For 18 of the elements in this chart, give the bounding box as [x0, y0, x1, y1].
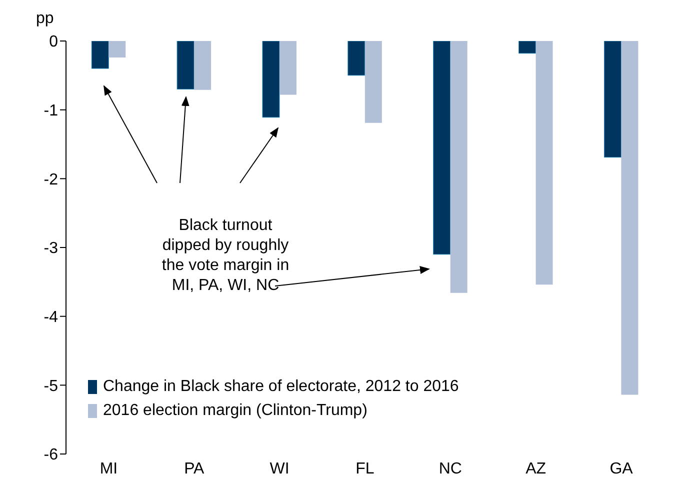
- y-tick-label: -2: [44, 171, 58, 188]
- x-tick-label: AZ: [526, 460, 546, 478]
- y-tick-label: -5: [44, 378, 58, 395]
- y-tick-label: -4: [44, 309, 58, 326]
- y-tick-label: -1: [44, 102, 58, 120]
- x-tick-label: MI: [100, 460, 118, 478]
- y-tick-label: -6: [44, 446, 58, 464]
- x-tick-label: FL: [356, 460, 374, 478]
- x-tick-label: NC: [438, 460, 462, 478]
- legend-label: Change in Black share of electorate, 2012 to 2016: [103, 378, 459, 396]
- x-tick-label: WI: [270, 460, 290, 478]
- annotation: Black turnout dipped by roughly the vote margin in MI, PA, WI, NC: [160, 216, 290, 296]
- y-tick-label: 0: [49, 34, 58, 51]
- x-tick-label: PA: [184, 460, 205, 478]
- x-tick-label: GA: [610, 460, 634, 478]
- y-axis-title: pp: [36, 10, 54, 28]
- legend-label: 2016 election margin (Clinton-Trump): [103, 402, 368, 420]
- y-tick-label: -3: [44, 240, 58, 258]
